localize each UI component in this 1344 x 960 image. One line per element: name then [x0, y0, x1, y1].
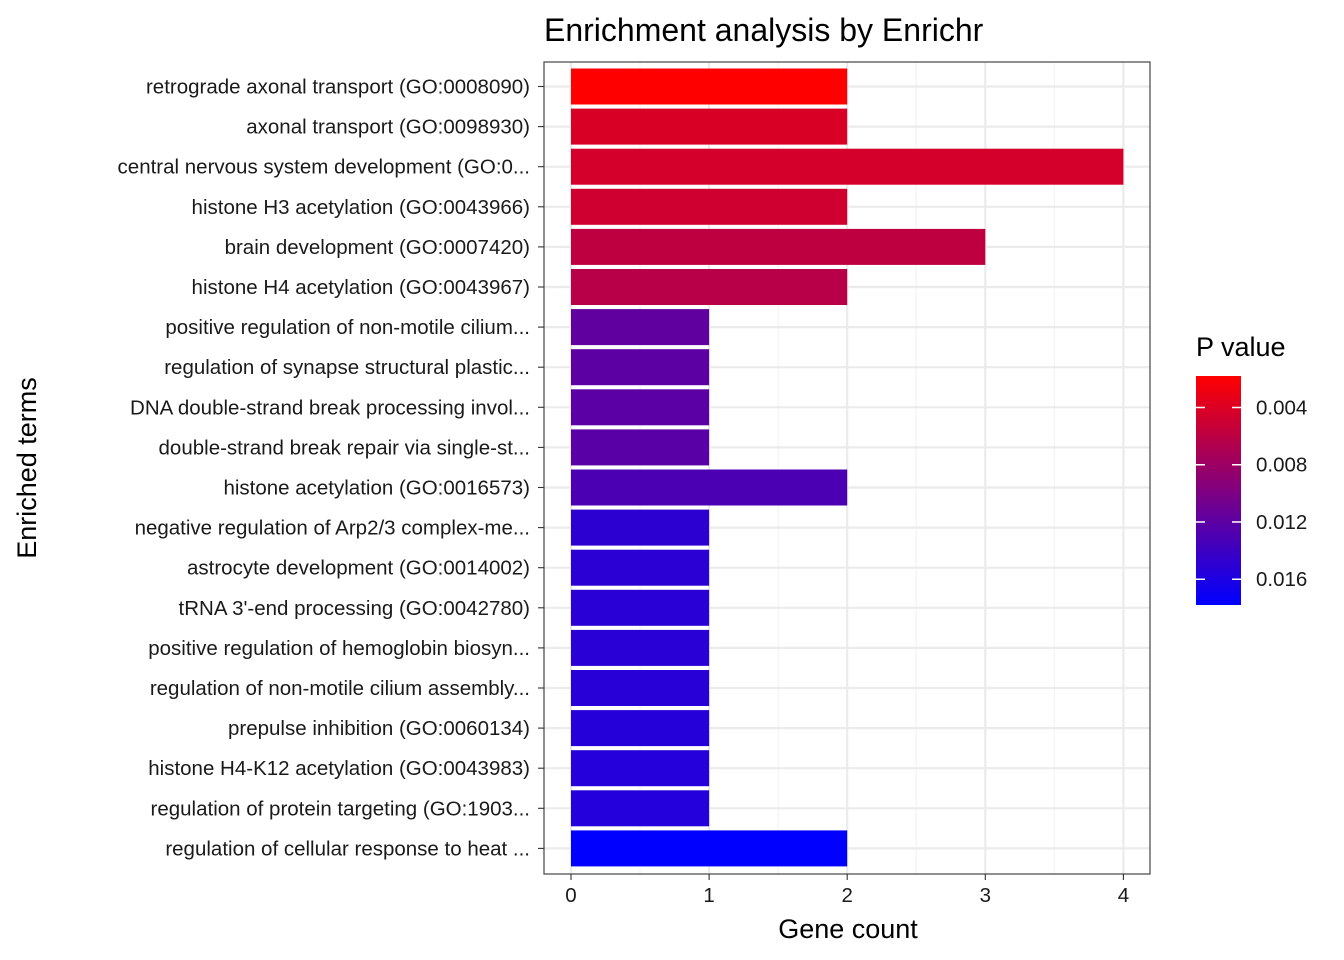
y-tick-label: axonal transport (GO:0098930) — [246, 116, 530, 139]
y-tick-label: regulation of synapse structural plastic… — [164, 356, 530, 379]
y-tick-label: regulation of cellular response to heat … — [165, 837, 530, 860]
y-axis: retrograde axonal transport (GO:0008090)… — [118, 76, 544, 860]
y-tick-label: central nervous system development (GO:0… — [118, 156, 530, 179]
x-tick-label: 3 — [980, 884, 991, 907]
bar — [571, 629, 710, 666]
bar — [571, 670, 710, 706]
y-tick-label: positive regulation of hemoglobin biosyn… — [148, 637, 530, 660]
y-tick-label: tRNA 3'-end processing (GO:0042780) — [179, 597, 530, 620]
bar — [571, 509, 710, 546]
bar — [571, 228, 986, 265]
y-tick-label: double-strand break repair via single-st… — [159, 436, 530, 459]
x-tick-label: 0 — [565, 884, 576, 907]
plot-panel — [543, 61, 1151, 875]
legend-tick-label: 0.008 — [1256, 454, 1307, 477]
bar — [571, 710, 710, 747]
color-legend: P value 0.004 0.008 0.012 0.016 — [1196, 332, 1307, 605]
y-tick-label: DNA double-strand break processing invol… — [130, 396, 530, 419]
legend-ticks: 0.004 0.008 0.012 0.016 — [1196, 396, 1307, 591]
legend-tick-label: 0.012 — [1256, 511, 1307, 534]
bar — [571, 429, 710, 466]
y-tick-label: histone acetylation (GO:0016573) — [223, 477, 530, 500]
x-tick-label: 2 — [841, 884, 852, 907]
y-tick-label: histone H4 acetylation (GO:0043967) — [192, 276, 530, 299]
bar — [571, 469, 848, 506]
bar — [571, 108, 848, 145]
bar — [571, 269, 848, 305]
bars — [571, 68, 1124, 867]
bar — [571, 349, 710, 386]
y-tick-label: prepulse inhibition (GO:0060134) — [228, 717, 530, 740]
x-axis-title: Gene count — [778, 914, 918, 944]
bar — [571, 188, 848, 225]
legend-tick-label: 0.004 — [1256, 396, 1307, 419]
legend-colorbar — [1196, 376, 1241, 605]
y-tick-label: astrocyte development (GO:0014002) — [187, 557, 530, 580]
bar — [571, 830, 848, 867]
x-axis: 0 1 2 3 4 — [565, 874, 1129, 907]
bar — [571, 68, 848, 105]
y-tick-label: histone H3 acetylation (GO:0043966) — [192, 196, 530, 219]
y-axis-title: Enriched terms — [12, 377, 42, 559]
y-tick-label: regulation of protein targeting (GO:1903… — [151, 797, 530, 820]
bar — [571, 750, 710, 787]
legend-title: P value — [1196, 332, 1286, 362]
y-tick-label: regulation of non-motile cilium assembly… — [150, 677, 530, 700]
bar — [571, 790, 710, 827]
y-tick-label: histone H4-K12 acetylation (GO:0043983) — [148, 757, 530, 780]
chart-title: Enrichment analysis by Enrichr — [544, 12, 984, 48]
y-tick-label: positive regulation of non-motile cilium… — [165, 316, 530, 339]
bar — [571, 309, 710, 346]
bar — [571, 389, 710, 426]
bar — [571, 549, 710, 586]
bar — [571, 148, 1124, 185]
y-tick-label: brain development (GO:0007420) — [225, 236, 530, 259]
y-tick-label: negative regulation of Arp2/3 complex-me… — [135, 517, 530, 540]
legend-tick-label: 0.016 — [1256, 568, 1307, 591]
bar — [571, 589, 710, 626]
y-tick-label: retrograde axonal transport (GO:0008090) — [146, 76, 530, 99]
x-tick-label: 4 — [1118, 884, 1129, 907]
x-tick-label: 1 — [703, 884, 714, 907]
